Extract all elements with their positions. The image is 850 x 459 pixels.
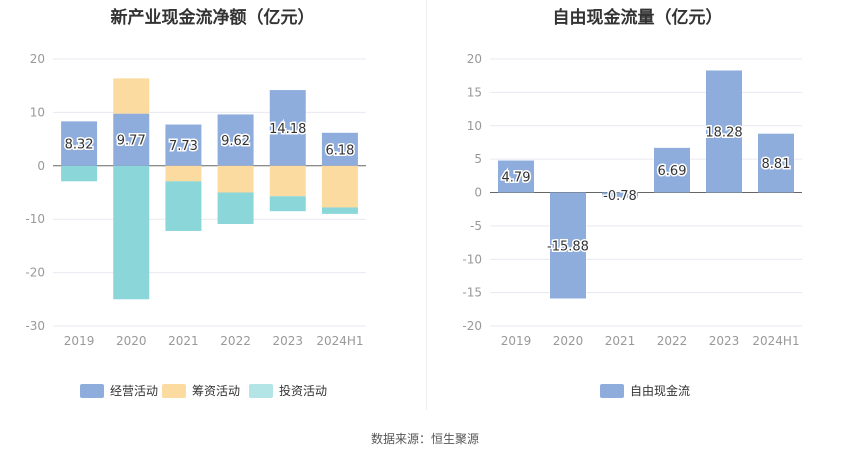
x-tick-label: 2022 [220,334,251,348]
data-label: -0.78 [603,189,637,204]
bar-0-s1-2023 [269,165,306,197]
bar-1-s0-2023 [706,70,742,193]
data-label: 9.77 [117,134,146,149]
data-label: 9.62 [221,134,250,149]
bar-0-s2-2023 [269,196,306,212]
bar-0-s0-2019 [61,121,98,166]
bar-0-s1-2020 [113,78,150,114]
bar-1-s0-2020 [550,192,586,299]
legend-swatch [162,384,186,398]
y-tick-label: 20 [467,52,482,66]
bar-0-s0-2024H1 [321,132,358,166]
bar-1-s0-2019 [498,160,534,193]
x-tick-label: 2022 [657,334,688,348]
x-tick-label: 2021 [605,334,636,348]
y-tick-label: -10 [25,212,45,226]
y-tick-label: 0 [474,186,482,200]
legend-label: 筹资活动 [192,384,240,398]
data-label: 6.69 [658,164,687,179]
data-label: 18.28 [705,125,742,140]
right-chart-title: 自由现金流量（亿元） [552,8,723,28]
data-label: 7.73 [169,139,198,154]
bar-0-s2-2021 [165,181,202,231]
x-tick-label: 2024H1 [316,334,363,348]
data-label: 4.79 [502,171,531,186]
y-tick-label: 0 [37,159,45,173]
bar-0-s1-2022 [217,165,254,193]
bar-1-s0-2021 [602,192,638,198]
legend-label: 投资活动 [279,383,327,398]
bar-0-s0-2022 [217,114,254,166]
data-label: 6.18 [325,143,354,158]
legend-swatch [249,384,273,398]
x-tick-label: 2020 [553,334,584,348]
y-tick-label: 20 [30,52,45,66]
x-tick-label: 2023 [272,334,303,348]
y-tick-label: 5 [474,152,482,166]
legend-swatch [600,384,624,398]
y-tick-label: -10 [462,252,482,266]
y-tick-label: 10 [30,105,45,119]
x-tick-label: 2020 [116,334,147,348]
bar-0-s2-2024H1 [321,207,358,214]
legend-swatch [80,384,104,398]
data-label: -15.88 [547,239,589,254]
bar-1-s0-2022 [654,147,690,193]
y-tick-label: -15 [462,286,482,300]
x-tick-label: 2019 [501,334,532,348]
data-source: 数据来源：恒生聚源 [370,432,479,446]
chart-divider [426,0,427,410]
bar-0-s2-2019 [61,165,98,182]
bar-0-s1-2021 [165,165,202,182]
data-label: 8.32 [65,138,94,153]
bar-0-s0-2023 [269,90,306,166]
x-tick-label: 2023 [709,334,740,348]
y-tick-label: -20 [462,319,482,333]
bar-0-s0-2020 [113,113,150,166]
y-tick-label: 15 [467,85,482,99]
x-tick-label: 2019 [64,334,95,348]
data-label: 14.18 [269,122,306,137]
y-tick-label: -5 [470,219,482,233]
bar-0-s1-2024H1 [321,165,358,208]
bar-0-s2-2020 [113,165,150,300]
x-tick-label: 2021 [168,334,199,348]
left-chart-title: 新产业现金流净额（亿元） [110,8,315,28]
x-tick-label: 2024H1 [752,334,799,348]
bar-1-s0-2024H1 [758,133,794,193]
y-tick-label: 10 [467,119,482,133]
bar-0-s0-2021 [165,124,202,166]
legend-label: 自由现金流 [630,383,690,398]
bar-0-s2-2022 [217,192,254,225]
legend-label: 经营活动 [110,384,158,398]
y-tick-label: -30 [25,319,45,333]
data-label: 8.81 [762,157,791,172]
y-tick-label: -20 [25,266,45,280]
